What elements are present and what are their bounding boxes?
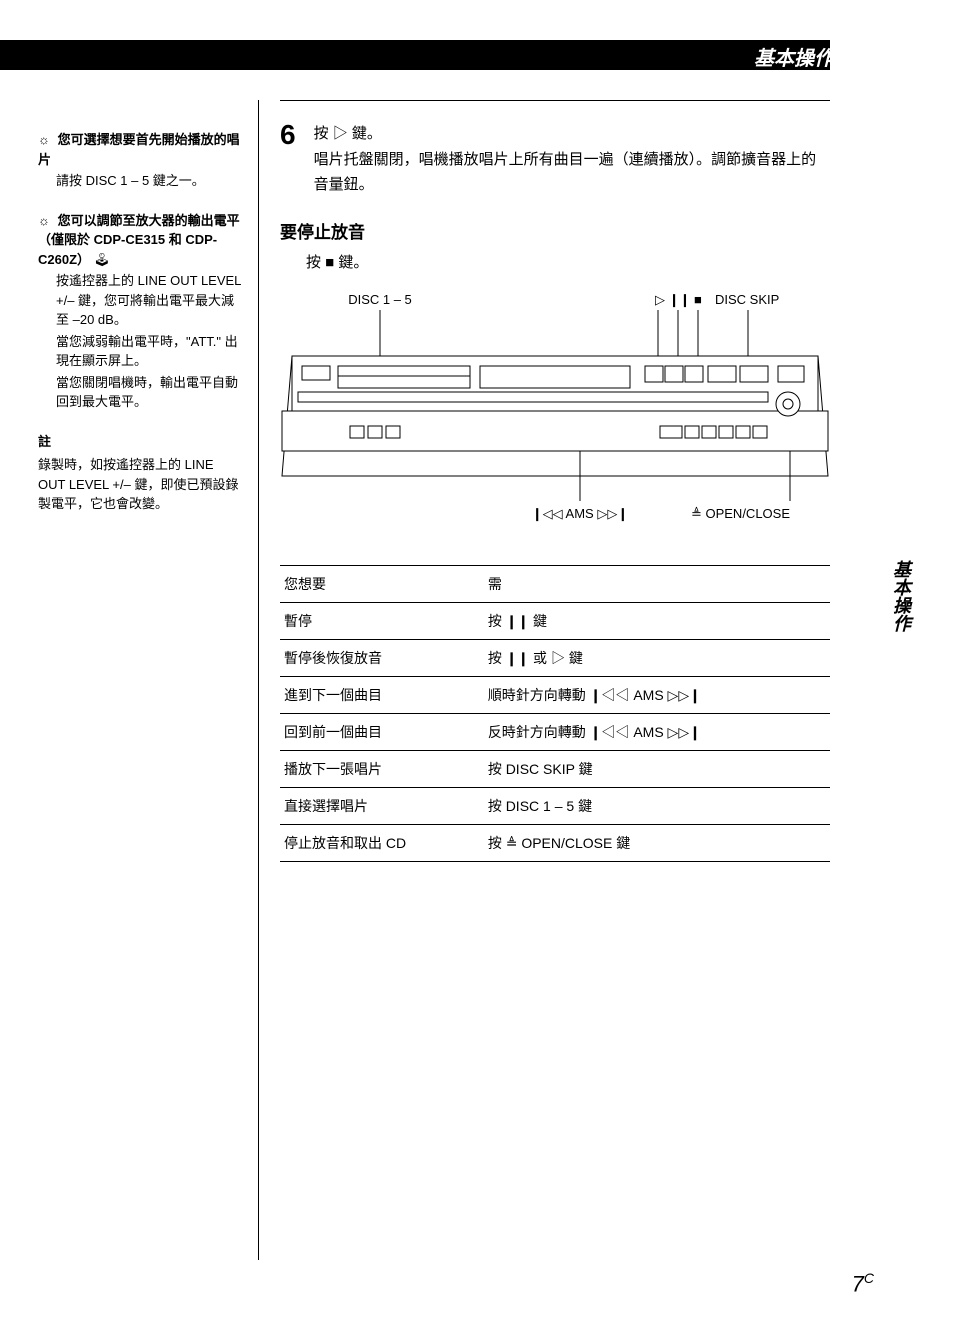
step-6: 6 按 ▷ 鍵。 唱片托盤關閉，唱機播放唱片上所有曲目一遍（連續播放）。調節擴音… xyxy=(280,121,830,198)
page-number-main: 7 xyxy=(852,1271,864,1296)
header-bar xyxy=(0,40,830,70)
side-tab: 基本操作 xyxy=(888,560,914,632)
page-number: 7C xyxy=(852,1270,874,1297)
table-header: 您想要 xyxy=(280,565,484,602)
player-diagram: DISC 1 – 5 ▷ ❙❙ ■ DISC SKIP xyxy=(280,286,830,546)
step-body: 按 ▷ 鍵。 唱片托盤關閉，唱機播放唱片上所有曲目一遍（連續播放）。調節擴音器上… xyxy=(314,121,830,198)
table-row: 暫停按 ❙❙ 鍵 xyxy=(280,602,830,639)
table-cell: 按 ❙❙ 或 ▷ 鍵 xyxy=(484,639,830,676)
table-cell: 進到下一個曲目 xyxy=(280,676,484,713)
table-row: 回到前一個曲目反時針方向轉動 ❙◁◁ AMS ▷▷❙ xyxy=(280,713,830,750)
table-cell: 暫停 xyxy=(280,602,484,639)
stop-title: 要停止放音 xyxy=(280,218,830,243)
stop-sub: 按 ■ 鍵。 xyxy=(306,251,830,272)
step-line2: 唱片托盤關閉，唱機播放唱片上所有曲目一遍（連續播放）。調節擴音器上的音量鈕。 xyxy=(314,147,830,198)
table-row: 直接選擇唱片按 DISC 1 – 5 鍵 xyxy=(280,787,830,824)
label-ams: ❙◁◁ AMS ▷▷❙ xyxy=(532,506,628,522)
table-cell: 停止放音和取出 CD xyxy=(280,824,484,861)
label-disc: DISC 1 – 5 xyxy=(348,292,412,307)
tip-icon: ☼ xyxy=(38,211,54,231)
table-cell: 順時針方向轉動 ❙◁◁ AMS ▷▷❙ xyxy=(484,676,830,713)
tip-1: ☼ 您可選擇想要首先開始播放的唱片 請按 DISC 1 – 5 鍵之一。 xyxy=(38,130,243,191)
header-title: 基本操作 xyxy=(754,42,834,71)
remote-icon: 🕹 xyxy=(94,252,111,267)
table-cell: 按 DISC SKIP 鍵 xyxy=(484,750,830,787)
tip-icon: ☼ xyxy=(38,130,54,150)
tip-2: ☼ 您可以調節至放大器的輸出電平（僅限於 CDP-CE315 和 CDP-C26… xyxy=(38,211,243,412)
table-header: 需 xyxy=(484,565,830,602)
page-number-sup: C xyxy=(864,1270,874,1286)
table-cell: 播放下一張唱片 xyxy=(280,750,484,787)
column-divider xyxy=(258,100,259,1260)
tip-head: 您可以調節至放大器的輸出電平（僅限於 CDP-CE315 和 CDP-C260Z… xyxy=(38,213,240,267)
tip-head: 您可選擇想要首先開始播放的唱片 xyxy=(38,132,240,167)
table-cell: 暫停後恢復放音 xyxy=(280,639,484,676)
table-cell: 回到前一個曲目 xyxy=(280,713,484,750)
note-head: 註 xyxy=(38,432,243,452)
table-cell: 按 ❙❙ 鍵 xyxy=(484,602,830,639)
sidebar: ☼ 您可選擇想要首先開始播放的唱片 請按 DISC 1 – 5 鍵之一。 ☼ 您… xyxy=(38,130,243,514)
table-row: 停止放音和取出 CD按 ≜ OPEN/CLOSE 鍵 xyxy=(280,824,830,861)
step-line1: 按 ▷ 鍵。 xyxy=(314,121,830,147)
main-column: 6 按 ▷ 鍵。 唱片托盤關閉，唱機播放唱片上所有曲目一遍（連續播放）。調節擴音… xyxy=(280,100,830,862)
tip-body: 請按 DISC 1 – 5 鍵之一。 xyxy=(38,171,243,191)
label-open-close: ≜ OPEN/CLOSE xyxy=(691,506,790,521)
stop-section: 要停止放音 按 ■ 鍵。 DISC 1 – 5 ▷ ❙❙ ■ DISC SKIP xyxy=(280,218,830,862)
table-row: 進到下一個曲目順時針方向轉動 ❙◁◁ AMS ▷▷❙ xyxy=(280,676,830,713)
note-body: 錄製時，如按遙控器上的 LINE OUT LEVEL +/– 鍵，即使已預設錄製… xyxy=(38,455,243,514)
label-disc-skip: DISC SKIP xyxy=(715,292,779,307)
operations-table: 您想要 需 暫停按 ❙❙ 鍵暫停後恢復放音按 ❙❙ 或 ▷ 鍵進到下一個曲目順時… xyxy=(280,565,830,862)
tip-body: 按遙控器上的 LINE OUT LEVEL +/– 鍵，您可將輸出電平最大減至 … xyxy=(38,271,243,330)
tip-body: 當您關閉唱機時，輸出電平自動回到最大電平。 xyxy=(38,373,243,412)
table-row: 播放下一張唱片按 DISC SKIP 鍵 xyxy=(280,750,830,787)
tip-body: 當您減弱輸出電平時，"ATT." 出現在顯示屏上。 xyxy=(38,332,243,371)
step-number: 6 xyxy=(280,121,296,149)
table-row: 暫停後恢復放音按 ❙❙ 或 ▷ 鍵 xyxy=(280,639,830,676)
label-play-pause-stop: ▷ ❙❙ ■ xyxy=(655,292,702,308)
table-cell: 按 ≜ OPEN/CLOSE 鍵 xyxy=(484,824,830,861)
table-cell: 按 DISC 1 – 5 鍵 xyxy=(484,787,830,824)
table-cell: 反時針方向轉動 ❙◁◁ AMS ▷▷❙ xyxy=(484,713,830,750)
table-cell: 直接選擇唱片 xyxy=(280,787,484,824)
rule xyxy=(280,100,830,101)
